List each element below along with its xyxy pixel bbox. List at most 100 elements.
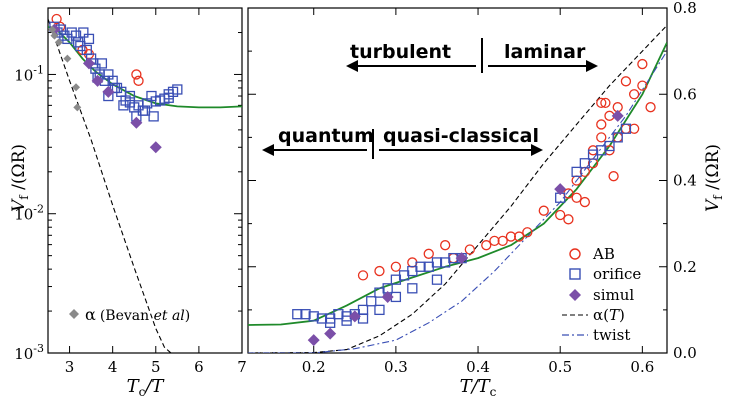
right-point-orifice bbox=[366, 296, 377, 307]
right-xtick-label: 0.3 bbox=[384, 358, 408, 376]
left-point- bbox=[48, 25, 57, 34]
right-point-orifice bbox=[431, 274, 443, 285]
left-point- bbox=[50, 31, 59, 40]
left-xtick-label: 7 bbox=[237, 358, 247, 376]
right-point-orifice bbox=[374, 304, 385, 316]
annotation-laminar: laminar bbox=[504, 41, 586, 63]
left-point-ab bbox=[131, 69, 142, 80]
right-panel: 0.2 0.3 0.4 0.5 0.60.00.20.40.60.8 Vf /(ΩR) … bbox=[247, 0, 725, 399]
right-point-ab bbox=[628, 89, 640, 100]
right-point-ab bbox=[440, 240, 451, 251]
right-point-simul bbox=[307, 334, 320, 347]
bevan-annotation: α (Bevan et al) bbox=[85, 305, 190, 324]
legend-label-alpha: α(T) bbox=[593, 306, 625, 324]
left-point- bbox=[73, 103, 82, 112]
left-point- bbox=[72, 83, 81, 92]
right-xtick-label: 0.5 bbox=[548, 358, 572, 376]
left-point-orifice bbox=[81, 44, 92, 56]
bevan-marker bbox=[69, 309, 79, 319]
right-point-orifice bbox=[431, 257, 443, 268]
arrow-turbulent-head bbox=[346, 60, 358, 72]
right-point-ab bbox=[538, 205, 549, 216]
left-point-orifice bbox=[73, 37, 84, 48]
right-point-ab bbox=[497, 235, 508, 247]
left-point-orifice bbox=[118, 100, 129, 111]
left-lines bbox=[48, 18, 242, 353]
legend-label-simul: simul bbox=[593, 286, 634, 304]
right-point-orifice bbox=[407, 283, 418, 294]
right-point-ab bbox=[596, 97, 607, 109]
left-point-simul bbox=[149, 141, 162, 154]
legend-label-twist: twist bbox=[593, 326, 630, 344]
right-ytick-label: 0.8 bbox=[673, 0, 697, 17]
right-point-ab bbox=[596, 132, 607, 143]
left-plot-frame bbox=[47, 7, 243, 354]
right-xtick-label: 0.2 bbox=[302, 358, 326, 376]
right-point-simul bbox=[348, 310, 361, 323]
legend-marker-orifice bbox=[569, 268, 581, 280]
left-point-simul bbox=[82, 57, 95, 70]
right-point-orifice bbox=[620, 123, 632, 134]
legend-label-orifice: orifice bbox=[593, 265, 641, 283]
right-point-orifice bbox=[612, 132, 623, 143]
right-xlabel: T/Tc bbox=[460, 376, 497, 399]
right-line-t bbox=[248, 24, 667, 353]
right-point-orifice bbox=[341, 315, 352, 326]
right-point-orifice bbox=[415, 261, 426, 272]
right-point-ab bbox=[645, 102, 656, 113]
left-point-orifice bbox=[124, 90, 136, 102]
arrow-quasi-classical-head bbox=[531, 144, 543, 156]
right-point-ab bbox=[637, 58, 648, 70]
legend-label-ab: AB bbox=[592, 245, 615, 263]
left-point-simul bbox=[91, 74, 104, 87]
left-xlabel: Tc/T bbox=[127, 376, 166, 399]
right-point-ab bbox=[423, 248, 434, 259]
right-point-simul bbox=[381, 290, 394, 303]
arrow-quantum-head bbox=[262, 144, 274, 156]
right-xtick-label: 0.4 bbox=[466, 358, 490, 376]
left-point-orifice bbox=[59, 30, 70, 41]
left-xtick-label: 6 bbox=[194, 358, 204, 376]
annotation-quantum: quantum bbox=[278, 125, 374, 147]
right-point-orifice bbox=[596, 145, 607, 156]
right-point-ab bbox=[563, 214, 574, 225]
left-xtick-label: 4 bbox=[108, 358, 118, 376]
left-line-t bbox=[48, 18, 172, 353]
right-point-ab bbox=[571, 192, 582, 203]
right-point-ab bbox=[620, 76, 632, 87]
right-line-twist bbox=[248, 50, 667, 353]
left-point-orifice bbox=[148, 111, 159, 122]
left-point-simul bbox=[102, 85, 115, 98]
left-ytick-label: 10-1 bbox=[14, 63, 44, 84]
left-line-model bbox=[48, 25, 242, 109]
left-ytick-label: 10-2 bbox=[14, 203, 44, 224]
right-point-ab bbox=[579, 196, 590, 208]
left-point-orifice bbox=[172, 84, 183, 95]
right-point-ab bbox=[522, 227, 533, 238]
right-ylabel: Vf /(ΩR) bbox=[703, 144, 725, 212]
right-ytick-label: 0.0 bbox=[673, 344, 697, 362]
right-ytick-label: 0.2 bbox=[673, 258, 697, 276]
left-point- bbox=[54, 38, 63, 47]
right-xtick-label: 0.6 bbox=[630, 358, 654, 376]
left-point-simul bbox=[130, 116, 143, 129]
right-point-orifice bbox=[292, 309, 303, 320]
right-point-ab bbox=[608, 171, 619, 182]
right-point-orifice bbox=[333, 309, 344, 320]
right-point-simul bbox=[611, 109, 624, 122]
right-point-simul bbox=[554, 183, 567, 196]
left-xtick-label: 3 bbox=[65, 358, 75, 376]
left-ytick-label: 10-3 bbox=[14, 342, 44, 363]
left-point-orifice bbox=[96, 58, 108, 69]
left-points bbox=[48, 13, 183, 154]
right-point-ab bbox=[600, 97, 611, 109]
right-point-ab bbox=[637, 80, 648, 91]
left-point-ab bbox=[133, 75, 144, 86]
right-point-ab bbox=[481, 240, 492, 251]
left-point-orifice bbox=[163, 92, 174, 103]
right-point-simul bbox=[455, 252, 468, 265]
left-point- bbox=[63, 54, 72, 63]
right-point-ab bbox=[489, 235, 500, 247]
left-xtick-label: 5 bbox=[151, 358, 161, 376]
